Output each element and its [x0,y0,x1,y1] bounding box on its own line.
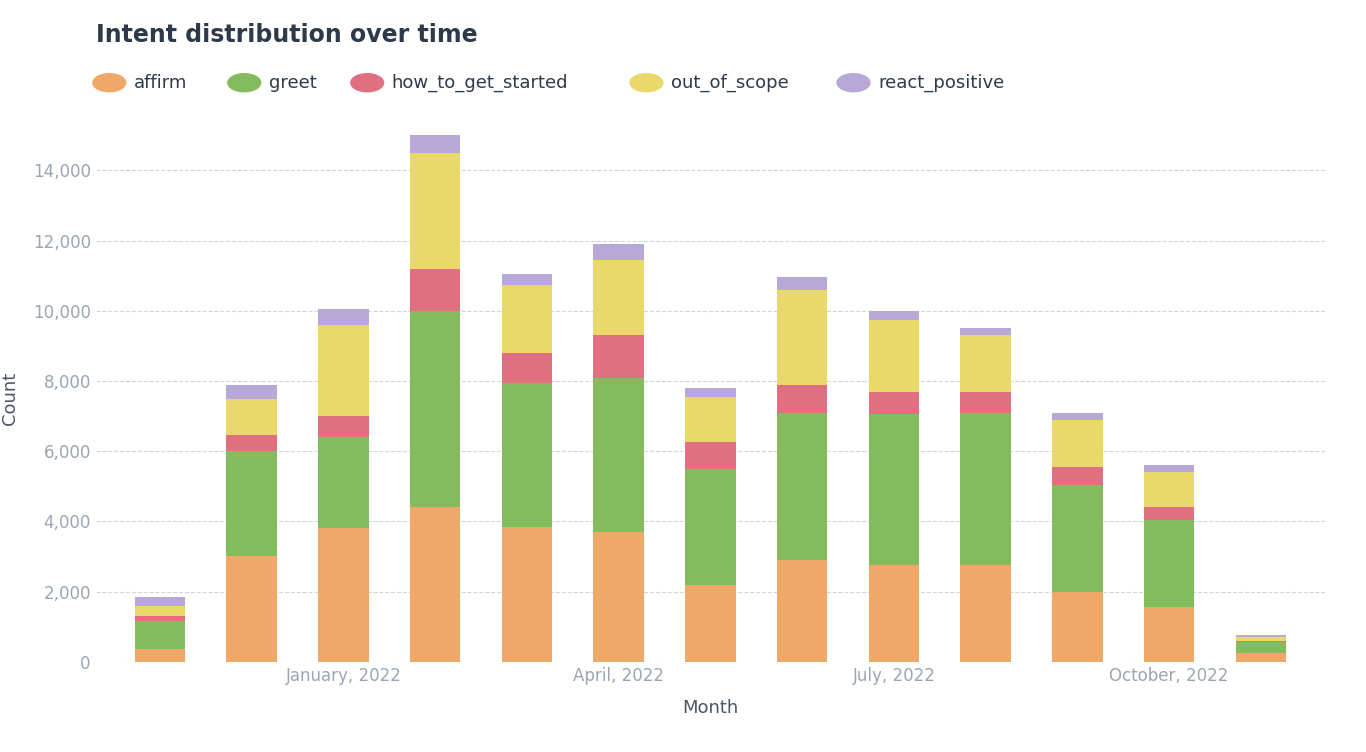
Bar [501,353,552,383]
Text: affirm: affirm [134,74,187,92]
Bar [501,274,552,284]
Bar [1143,508,1194,520]
Bar [135,650,184,662]
Bar [227,384,277,399]
Bar [1052,484,1102,592]
Bar [869,414,919,566]
Bar [593,260,643,335]
Bar [777,277,828,290]
Bar [135,621,184,650]
Bar [318,437,369,529]
Bar [1236,642,1285,653]
Bar [960,392,1011,413]
Bar [686,584,735,662]
Bar [869,311,919,320]
Bar [869,566,919,662]
Bar [686,442,735,468]
Bar [1143,465,1194,472]
Bar [410,311,460,508]
Bar [593,532,643,662]
Bar [1236,637,1285,641]
Bar [135,616,184,621]
Bar [1143,608,1194,662]
Text: Intent distribution over time: Intent distribution over time [96,23,477,47]
Bar [227,556,277,662]
Bar [869,392,919,414]
Bar [318,416,369,437]
Bar [777,560,828,662]
Bar [135,597,184,605]
Bar [410,126,460,153]
Text: react_positive: react_positive [878,74,1004,92]
Bar [1052,413,1102,420]
Bar [1236,653,1285,662]
Bar [1052,420,1102,467]
Bar [410,268,460,311]
Bar [686,397,735,442]
Text: greet: greet [269,74,317,92]
Bar [777,413,828,560]
Bar [1052,592,1102,662]
Bar [1143,472,1194,508]
Bar [1236,635,1285,637]
Bar [960,566,1011,662]
Bar [501,383,552,526]
X-axis label: Month: Month [682,699,739,717]
Bar [318,529,369,662]
Bar [227,399,277,435]
Bar [318,309,369,325]
Bar [1236,641,1285,642]
Text: out_of_scope: out_of_scope [671,74,788,92]
Bar [960,329,1011,335]
Bar [1143,520,1194,608]
Bar [1052,467,1102,484]
Bar [777,384,828,413]
Text: how_to_get_started: how_to_get_started [392,74,568,92]
Y-axis label: Count: Count [1,372,19,425]
Bar [593,378,643,532]
Bar [135,605,184,616]
Bar [318,325,369,416]
Bar [501,284,552,353]
Bar [960,335,1011,392]
Bar [593,335,643,378]
Bar [593,244,643,260]
Bar [501,526,552,662]
Bar [960,413,1011,566]
Bar [227,451,277,556]
Bar [227,435,277,451]
Bar [410,153,460,268]
Bar [869,320,919,392]
Bar [686,468,735,584]
Bar [777,290,828,384]
Bar [410,508,460,662]
Bar [686,388,735,397]
